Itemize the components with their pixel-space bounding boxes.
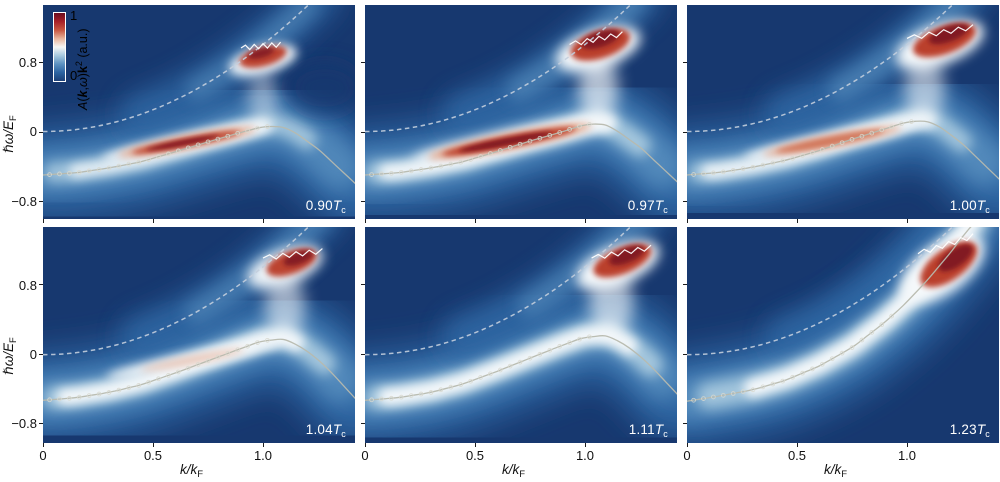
spectral-heatmap: [43, 5, 355, 219]
xtick-c1-0: 0: [361, 448, 369, 463]
temperature-label: 1.00Tc: [949, 198, 990, 215]
x-axis-title-c2: k/kF: [824, 462, 848, 480]
heatmap-panel-1.04Tc: 1.04Tc: [43, 227, 355, 443]
spectral-heatmap: [687, 227, 999, 443]
tick-mark: [43, 219, 44, 223]
tick-mark: [683, 423, 687, 424]
tick-mark: [365, 219, 366, 223]
heatmap-panel-1.00Tc: 1.00Tc: [687, 5, 999, 219]
tick-mark: [797, 443, 798, 447]
spectral-heatmap: [365, 227, 677, 443]
colorbar: 1 0 A(k,ω)k2 (a.u.): [53, 8, 183, 122]
tick-mark: [585, 219, 586, 223]
tick-mark: [43, 443, 44, 447]
temperature-label: 1.23Tc: [949, 422, 990, 439]
colorbar-min-label: 0: [70, 68, 78, 83]
tick-mark: [683, 201, 687, 202]
tick-mark: [39, 284, 43, 285]
tick-mark: [39, 423, 43, 424]
colorbar-max-label: 1: [70, 8, 78, 23]
tick-mark: [361, 284, 365, 285]
xtick-c0-0: 0: [39, 448, 47, 463]
tick-mark: [361, 201, 365, 202]
heatmap-panel-1.11Tc: 1.11Tc: [365, 227, 677, 443]
tick-mark: [361, 132, 365, 133]
x-axis-title-c1: k/kF: [502, 462, 526, 480]
tick-mark: [475, 443, 476, 447]
xtick-c0-0.5: 0.5: [143, 448, 163, 463]
ytick-top-0: 0: [29, 124, 37, 139]
spectral-heatmap: [365, 5, 677, 219]
tick-mark: [39, 201, 43, 202]
tick-mark: [39, 354, 43, 355]
heatmap-panel-1.23Tc: 1.23Tc: [687, 227, 999, 443]
ytick-top-0.8: 0.8: [18, 55, 37, 70]
tick-mark: [585, 443, 586, 447]
xtick-c2-1.0: 1.0: [897, 448, 917, 463]
xtick-c1-1.0: 1.0: [575, 448, 595, 463]
tick-mark: [39, 132, 43, 133]
tick-mark: [365, 443, 366, 447]
tick-mark: [907, 219, 908, 223]
tick-mark: [683, 62, 687, 63]
tick-mark: [361, 423, 365, 424]
tick-mark: [907, 443, 908, 447]
heatmap-panel-0.97Tc: 0.97Tc: [365, 5, 677, 219]
xtick-c2-0.5: 0.5: [787, 448, 807, 463]
temperature-label: 1.11Tc: [628, 422, 668, 439]
tick-mark: [39, 62, 43, 63]
xtick-c2-0: 0: [683, 448, 691, 463]
tick-mark: [797, 219, 798, 223]
ytick-bot-0.8: 0.8: [18, 278, 37, 293]
y-axis-title-bottom: ℏω/EF: [1, 337, 19, 375]
tick-mark: [683, 354, 687, 355]
tick-mark: [153, 219, 154, 223]
x-axis-title-c0: k/kF: [180, 462, 204, 480]
tick-mark: [687, 219, 688, 223]
y-axis-title-top: ℏω/EF: [1, 115, 19, 153]
tick-mark: [153, 443, 154, 447]
tick-mark: [263, 219, 264, 223]
temperature-label: 1.04Tc: [305, 422, 346, 439]
ytick-bot-m0.8: −0.8: [11, 416, 37, 431]
tick-mark: [683, 132, 687, 133]
colorbar-title: A(k,ω)k2 (a.u.): [74, 28, 91, 111]
ytick-top-m0.8: −0.8: [11, 194, 37, 209]
colorbar-gradient: [53, 12, 66, 82]
tick-mark: [683, 284, 687, 285]
spectral-heatmap: [687, 5, 999, 219]
xtick-c0-1.0: 1.0: [253, 448, 273, 463]
tick-mark: [475, 219, 476, 223]
ytick-bot-0: 0: [29, 347, 37, 362]
xtick-c1-0.5: 0.5: [465, 448, 485, 463]
temperature-label: 0.97Tc: [627, 198, 668, 215]
tick-mark: [263, 443, 264, 447]
spectral-heatmap: [43, 227, 355, 443]
temperature-label: 0.90Tc: [305, 198, 346, 215]
tick-mark: [361, 62, 365, 63]
tick-mark: [361, 354, 365, 355]
heatmap-panel-0.90Tc: 0.90Tc: [43, 5, 355, 219]
tick-mark: [687, 443, 688, 447]
